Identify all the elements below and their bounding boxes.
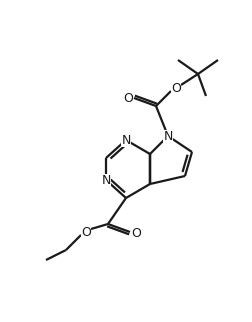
Text: N: N [101,174,111,186]
Text: O: O [171,81,181,94]
Text: N: N [121,134,131,147]
Text: O: O [81,225,91,239]
Text: N: N [163,129,173,143]
Text: O: O [131,226,141,240]
Text: O: O [123,91,133,105]
